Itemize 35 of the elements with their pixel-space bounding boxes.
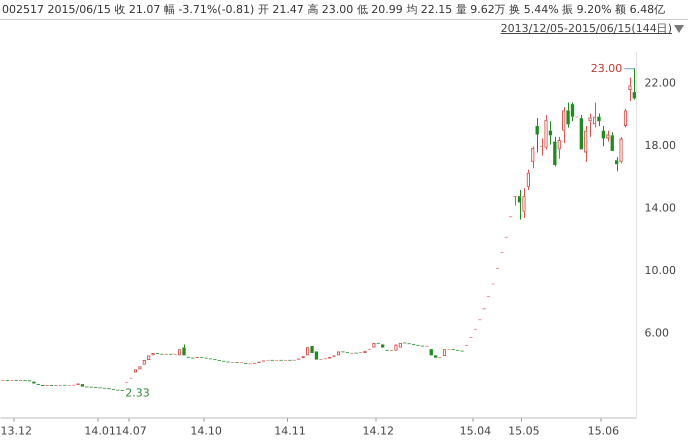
candlestick (614, 156, 618, 172)
x-tick-label: 14.10 (190, 424, 222, 438)
chart-title: 002517 2015/06/15 收 21.07 幅 -3.71%(-0.81) 开 21.47 高 23.00 低 20.99 均 22.15 量 9.62万 换 5.44% 振 9.20% 额 6.48亿 (0, 0, 688, 20)
x-tick-label: 15.04 (460, 424, 492, 438)
candlestick (536, 118, 539, 153)
x-tick-label: 15.05 (508, 424, 540, 438)
candlestick (548, 120, 552, 146)
candlestick (434, 355, 438, 358)
x-tick-label: 14.12 (362, 424, 394, 438)
candlestick (610, 132, 614, 151)
candlestick (553, 136, 556, 168)
annotation: 23.00 (590, 62, 622, 76)
candlestick (518, 189, 522, 220)
x-tick-label: 14.07 (115, 424, 147, 438)
x-tick-label: 14.01 (84, 424, 116, 438)
candlestick (80, 384, 84, 387)
candlestick (381, 344, 384, 348)
y-tick-label: 22.00 (644, 76, 676, 90)
candlestick (580, 114, 583, 150)
candlestick (430, 349, 433, 356)
candlestick (182, 344, 186, 356)
y-tick-label: 10.00 (644, 264, 676, 277)
candlestick (566, 102, 570, 128)
chart-subtitle: 2013/12/05-2015/06/15(144日) (500, 22, 672, 35)
x-tick-label: 15.06 (588, 424, 620, 438)
candlestick (570, 102, 574, 122)
candlestick (602, 125, 606, 147)
y-tick-label: 14.00 (644, 202, 676, 215)
annotation: 2.33 (125, 386, 150, 400)
x-tick-label: 13.12 (0, 424, 32, 438)
y-tick-label: 6.00 (644, 326, 670, 340)
x-tick-label: 14.11 (274, 424, 306, 438)
candlestick (597, 112, 601, 126)
y-tick-label: 18.00 (644, 139, 676, 152)
candlestick (632, 68, 636, 100)
